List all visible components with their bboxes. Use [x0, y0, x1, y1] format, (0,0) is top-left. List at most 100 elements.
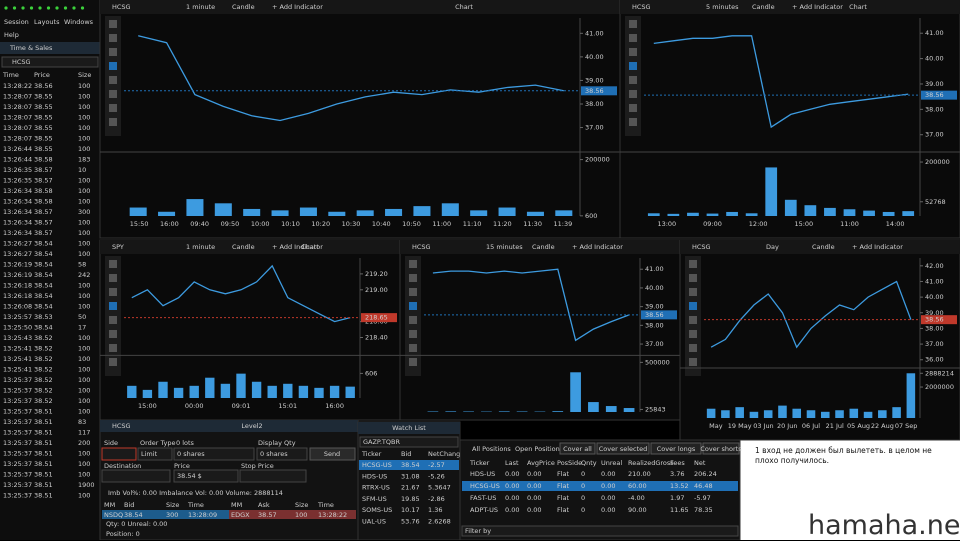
y-tick-label: 38.00	[925, 105, 944, 113]
volume-bar	[902, 211, 914, 216]
ts-cell: 13:25:41	[3, 345, 32, 353]
ts-cell: 38.51	[34, 450, 53, 458]
ts-cell: 13:26:19	[3, 261, 32, 269]
field-label: Side	[104, 439, 118, 447]
watch-cell: SFM-US	[362, 495, 387, 503]
cover-label[interactable]: Cover selected	[599, 445, 648, 453]
volume-tick-label: 200000	[925, 158, 950, 166]
positions-cell: 78.35	[694, 506, 713, 514]
volume-bar	[883, 212, 895, 216]
add-indicator[interactable]: + Add Indicator	[792, 3, 843, 11]
volume-bar	[299, 386, 308, 398]
ts-cell: 100	[78, 282, 90, 290]
volume-bar	[785, 200, 797, 216]
positions-tab[interactable]: Open Positions	[515, 445, 564, 453]
y-tick-label: 219.20	[365, 270, 388, 278]
ts-cell: 100	[78, 103, 90, 111]
add-indicator[interactable]: + Add Indicator	[852, 243, 903, 251]
add-indicator[interactable]: + Add Indicator	[272, 3, 323, 11]
cover-label[interactable]: Cover longs	[657, 445, 696, 453]
positions-cell: 13.52	[670, 482, 689, 490]
tool-icon	[689, 260, 697, 268]
ts-cell: 38.55	[34, 124, 53, 132]
tool-icon	[689, 330, 697, 338]
positions-cell: HCSG-US	[470, 482, 500, 490]
ts-cell: 100	[78, 460, 90, 468]
ts-cell: 50	[78, 313, 86, 321]
ts-cell: 38.58	[34, 156, 53, 164]
volume-bar	[824, 208, 836, 216]
ts-cell: 83	[78, 418, 86, 426]
ts-cell: 13:26:44	[3, 156, 32, 164]
watch-col: Bid	[401, 450, 411, 458]
ts-cell: 38.52	[34, 345, 53, 353]
volume-tick-label: 500000	[645, 358, 670, 366]
last-price-label: 38.56	[925, 91, 944, 99]
imbalance: Imb Vol%: 0.00 Imbalance Vol: 0.00 Volum…	[108, 489, 283, 497]
menu-item: Session	[4, 18, 29, 26]
ts-cell: 13:26:27	[3, 240, 32, 248]
ts-cell: 13:25:37	[3, 439, 32, 447]
chart-bg	[100, 0, 620, 238]
volume-bar	[346, 387, 355, 398]
ts-cell: 100	[78, 355, 90, 363]
brand: hamaha.net	[808, 510, 960, 541]
volume-bar	[778, 406, 787, 418]
tool-icon	[629, 48, 637, 56]
x-tick-label: 10:00	[251, 220, 270, 228]
y-tick-label: 38.00	[585, 100, 604, 108]
x-tick-label: 11:20	[493, 220, 512, 228]
ts-cell: 100	[78, 303, 90, 311]
ts-cell: 38.53	[34, 313, 53, 321]
positions-cell: 90.00	[628, 506, 647, 514]
watch-cell: -5.26	[428, 472, 445, 480]
cover-label[interactable]: Cover shorts	[700, 445, 742, 453]
send-label[interactable]: Send	[324, 450, 340, 458]
x-tick-label: 16:00	[325, 402, 344, 410]
ts-cell: 13:26:34	[3, 208, 32, 216]
volume-bar	[442, 203, 459, 216]
tool-icon	[109, 316, 117, 324]
positions-tab[interactable]: All Positions	[472, 445, 511, 453]
tool-icon	[409, 344, 417, 352]
positions-cell: 0.00	[601, 494, 615, 502]
volume-bar	[907, 373, 916, 418]
positions-cell: FAST-US	[470, 494, 496, 502]
destination-input	[102, 470, 170, 482]
x-tick-label: 11:00	[432, 220, 451, 228]
ts-cell: 38.51	[34, 408, 53, 416]
ts-cell: 13:25:37	[3, 397, 32, 405]
ts-cell: 100	[78, 471, 90, 479]
positions-cell: Flat	[557, 482, 570, 490]
volume-bar	[606, 406, 617, 412]
tool-icon	[109, 62, 117, 70]
field-label: Stop Price	[241, 462, 274, 470]
cover-label[interactable]: Cover all	[563, 445, 592, 453]
ts-cell: 100	[78, 145, 90, 153]
x-tick-label: 11:00	[840, 220, 859, 228]
volume-bar	[158, 212, 175, 216]
ts-cell: 13:25:37	[3, 492, 32, 500]
volume-bar	[863, 211, 875, 216]
ts-cell: 200	[78, 439, 90, 447]
ts-cell: 100	[78, 492, 90, 500]
note: 1 вход не должен был вылететь. в целом н…	[755, 446, 950, 466]
ts-cell: 38.52	[34, 397, 53, 405]
x-tick-label: 11:30	[523, 220, 542, 228]
volume-bar	[726, 212, 738, 216]
ts-cell: 100	[78, 114, 90, 122]
volume-bar	[445, 411, 456, 412]
watch-cell: 19.85	[401, 495, 420, 503]
ts-cell: 17	[78, 324, 86, 332]
chart-style: Candle	[232, 3, 255, 11]
add-indicator[interactable]: + Add Indicator	[572, 243, 623, 251]
chart-interval: 1 minute	[186, 3, 215, 11]
ts-cell: 100	[78, 240, 90, 248]
book-cell: 300	[166, 511, 178, 519]
y-tick-label: 37.00	[925, 340, 944, 348]
tool-icon	[109, 358, 117, 366]
watch-cell: HCSG-US	[362, 461, 392, 469]
volume-bar	[746, 213, 758, 216]
menu-item: Windows	[64, 18, 94, 26]
ts-cell: 38.54	[34, 324, 53, 332]
